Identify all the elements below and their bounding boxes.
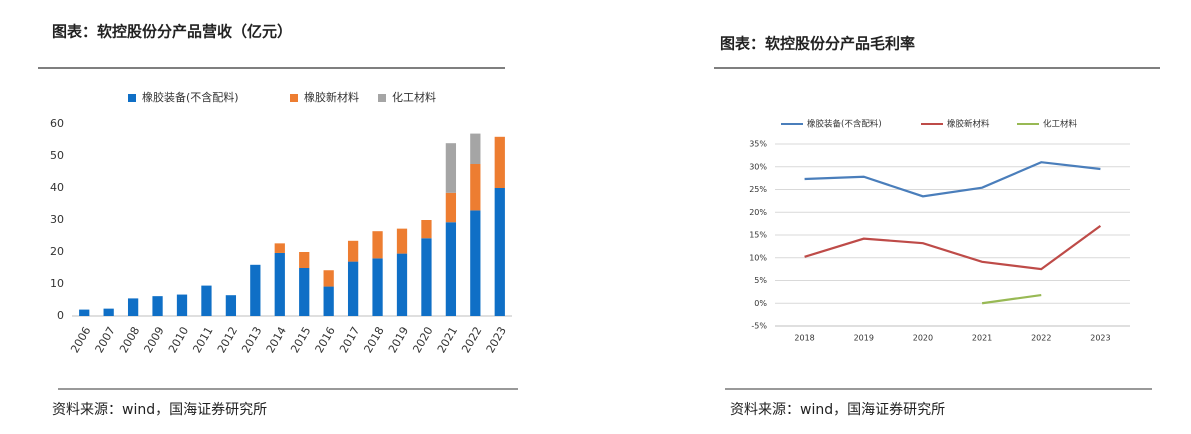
bar (347, 261, 359, 316)
bar (225, 295, 237, 316)
x-tick-label: 2014 (264, 325, 289, 356)
x-tick-label: 2023 (484, 325, 509, 356)
legend-swatch (290, 94, 298, 102)
x-tick-label: 2008 (117, 325, 142, 356)
line (804, 161, 1101, 198)
x-tick-label: 2013 (239, 325, 264, 356)
x-tick-label: 2023 (1090, 334, 1110, 343)
bar (445, 222, 457, 316)
bar (470, 164, 481, 211)
x-tick-label: 2017 (337, 325, 362, 356)
bar (445, 192, 457, 223)
legend-label: 橡胶新材料 (947, 119, 990, 130)
bar (494, 188, 505, 316)
bar (127, 298, 139, 316)
y-tick-label: 20 (50, 245, 64, 258)
chart-title: 图表：软控股份分产品毛利率 (720, 35, 915, 53)
bar (372, 258, 383, 316)
bar (347, 240, 359, 262)
legend-label: 化工材料 (1043, 119, 1078, 130)
legend-swatch (378, 94, 386, 102)
bar (176, 294, 188, 316)
bar (250, 264, 261, 316)
source: 资料来源：wind，国海证券研究所 (730, 402, 945, 418)
legend-label: 橡胶装备(不含配料) (807, 119, 882, 130)
x-tick-label: 2010 (166, 325, 191, 356)
y-tick-label: -5% (751, 322, 767, 331)
x-tick-label: 2011 (190, 325, 215, 356)
x-tick-label: 2018 (794, 334, 814, 343)
bar (470, 210, 481, 316)
x-tick-label: 2006 (68, 325, 93, 356)
y-tick-label: 5% (754, 276, 767, 285)
legend-label: 橡胶新材料 (304, 90, 359, 104)
x-tick-label: 2012 (215, 325, 240, 356)
x-tick-label: 2022 (1031, 334, 1051, 343)
bar (299, 252, 310, 268)
bar (470, 133, 481, 164)
x-tick-label: 2007 (93, 325, 118, 356)
y-tick-label: 40 (50, 181, 64, 194)
y-tick-label: 50 (50, 149, 64, 162)
x-tick-label: 2015 (288, 325, 313, 356)
y-tick-label: 35% (749, 140, 767, 149)
legend-label: 橡胶装备(不含配料) (142, 90, 239, 104)
bar (103, 308, 114, 316)
x-tick-label: 2016 (313, 325, 338, 356)
x-tick-label: 2009 (141, 325, 166, 356)
bar (372, 231, 383, 259)
bar (274, 243, 285, 253)
line (981, 293, 1042, 305)
source: 资料来源：wind，国海证券研究所 (52, 402, 267, 418)
x-tick-label: 2021 (435, 325, 460, 356)
x-tick-label: 2019 (854, 334, 874, 343)
y-tick-label: 30 (50, 213, 64, 226)
y-tick-label: 0% (754, 299, 767, 308)
x-tick-label: 2019 (386, 325, 411, 356)
bar (396, 253, 408, 316)
x-tick-label: 2021 (972, 334, 992, 343)
bar (79, 309, 90, 316)
bar (421, 238, 432, 316)
bar (323, 286, 334, 316)
bar (201, 285, 212, 316)
bar (299, 268, 310, 316)
line (804, 225, 1102, 271)
y-tick-label: 15% (749, 231, 767, 240)
x-tick-label: 2020 (913, 334, 933, 343)
bar (421, 220, 432, 239)
y-tick-label: 20% (749, 208, 767, 217)
y-tick-label: 10% (749, 253, 767, 262)
bar (152, 296, 163, 316)
legend-swatch (128, 94, 136, 102)
bar (494, 136, 505, 188)
x-tick-label: 2022 (459, 325, 484, 356)
x-tick-label: 2018 (361, 325, 386, 356)
y-tick-label: 25% (749, 185, 767, 194)
y-tick-label: 60 (50, 117, 64, 130)
chart-title: 图表：软控股份分产品营收（亿元） (52, 23, 292, 41)
bar (396, 228, 408, 254)
bar (323, 270, 334, 287)
y-tick-label: 0 (57, 309, 64, 322)
bar (445, 143, 457, 193)
legend-label: 化工材料 (392, 90, 436, 104)
y-tick-label: 10 (50, 277, 64, 290)
x-tick-label: 2020 (410, 325, 435, 356)
bar (274, 252, 285, 316)
y-tick-label: 30% (749, 162, 767, 171)
